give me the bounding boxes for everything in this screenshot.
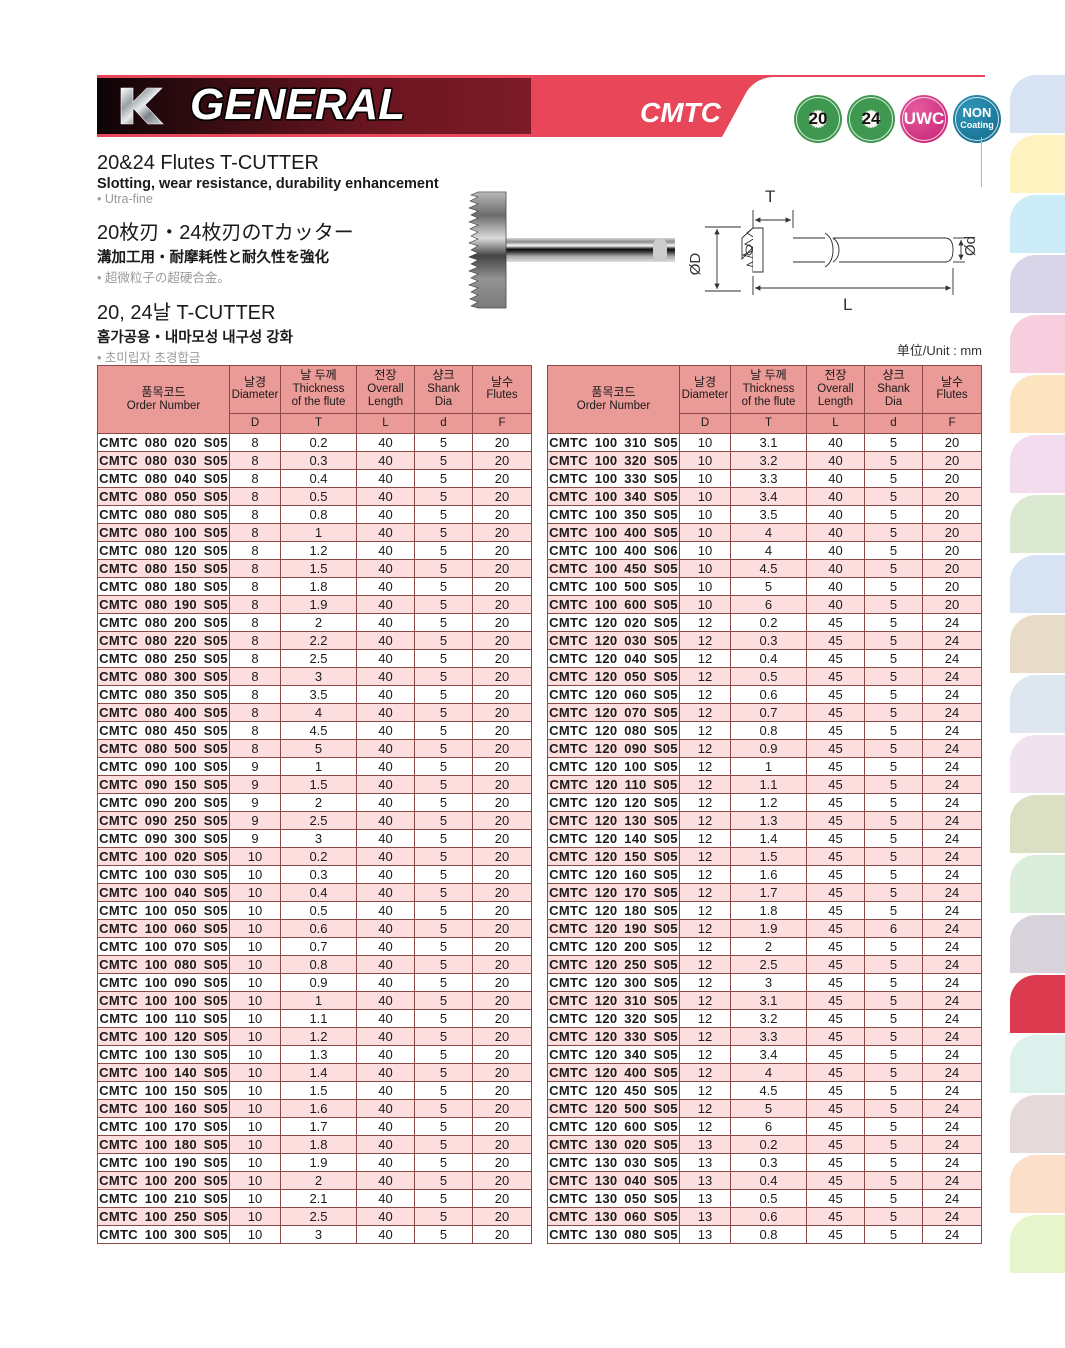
svg-text:Ød: Ød bbox=[962, 236, 979, 256]
svg-text:L: L bbox=[843, 295, 852, 314]
svg-text:T: T bbox=[765, 187, 775, 206]
svg-text:ØD: ØD bbox=[687, 253, 704, 276]
